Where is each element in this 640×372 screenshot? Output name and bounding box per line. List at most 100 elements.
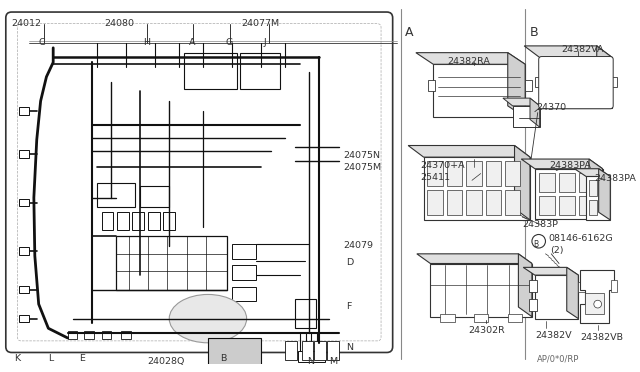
Polygon shape [518,254,532,317]
Bar [208,338,261,365]
Circle shape [532,234,545,248]
Bar [84,331,94,339]
Polygon shape [598,169,611,220]
Text: E: E [79,355,85,363]
Bar [184,53,237,89]
Text: 24383PA: 24383PA [549,161,591,170]
Bar [447,161,462,186]
Bar [428,80,435,92]
Polygon shape [503,98,540,106]
Ellipse shape [169,295,246,343]
Polygon shape [515,145,530,220]
Polygon shape [513,106,540,127]
Circle shape [594,300,602,308]
Bar [529,299,537,311]
Bar [505,161,520,186]
FancyBboxPatch shape [6,12,393,353]
Bar [539,173,555,192]
Bar [579,173,596,192]
Text: H: H [143,38,150,47]
Text: 24075N: 24075N [343,151,380,160]
Text: 24382VB: 24382VB [580,333,623,342]
Text: D: D [346,258,353,267]
Bar [535,77,543,87]
Polygon shape [567,267,579,319]
Polygon shape [586,176,611,220]
Polygon shape [575,169,611,176]
Text: 25411: 25411 [420,173,451,182]
Bar [486,161,501,186]
Text: A: A [405,26,413,39]
Bar [508,314,522,321]
Polygon shape [433,64,525,118]
Text: B: B [221,355,227,363]
Bar [505,190,520,215]
Bar [428,161,443,186]
Text: 24079: 24079 [343,241,373,250]
Polygon shape [535,275,579,319]
Polygon shape [524,267,579,275]
Polygon shape [589,159,602,219]
Bar [609,77,617,87]
Text: 24370+A: 24370+A [420,161,465,170]
Text: F: F [346,302,351,311]
Text: 24080: 24080 [104,19,134,28]
Bar [559,196,575,215]
Polygon shape [522,159,602,169]
Text: 24302R: 24302R [468,326,505,336]
Bar [301,341,314,360]
Text: A: A [189,38,195,47]
Bar [579,196,596,215]
Text: 24382VA: 24382VA [561,45,604,54]
Bar [529,280,537,292]
Bar [19,107,29,115]
Bar [539,196,555,215]
Bar [97,183,136,208]
Bar [447,190,462,215]
FancyBboxPatch shape [539,57,613,109]
Text: B: B [530,26,539,39]
Text: K: K [15,355,20,363]
Bar [611,280,617,292]
Bar [298,350,325,362]
Text: 24012: 24012 [12,19,42,28]
Bar [585,292,604,314]
Bar [486,190,501,215]
Polygon shape [596,46,612,108]
Bar [19,247,29,255]
Polygon shape [417,254,532,263]
Polygon shape [540,58,612,108]
Bar [132,212,144,230]
Text: N: N [308,357,314,366]
Text: (2): (2) [550,246,564,255]
Text: 24383P: 24383P [522,220,558,229]
Text: 24370: 24370 [537,103,567,112]
Bar [121,331,131,339]
Text: 08146-6162G: 08146-6162G [548,234,613,244]
Bar [19,315,29,323]
Text: M: M [329,357,337,366]
Bar [140,186,169,208]
Text: 24382V: 24382V [535,331,572,340]
Bar [116,237,227,290]
Bar [559,173,575,192]
Text: AP/0*0/RP: AP/0*0/RP [537,355,579,363]
Bar [240,53,280,89]
Text: N: N [346,343,353,352]
Bar [19,150,29,158]
Bar [295,299,316,328]
Bar [232,287,256,301]
Polygon shape [508,53,525,118]
Bar [589,180,596,196]
Bar [440,314,454,321]
Bar [466,190,482,215]
Bar [579,282,585,292]
Polygon shape [430,263,532,317]
Bar [117,212,129,230]
Bar [148,212,159,230]
Bar [327,341,339,360]
Polygon shape [535,169,602,219]
Polygon shape [530,98,540,127]
Bar [428,190,443,215]
Text: C: C [38,38,45,47]
